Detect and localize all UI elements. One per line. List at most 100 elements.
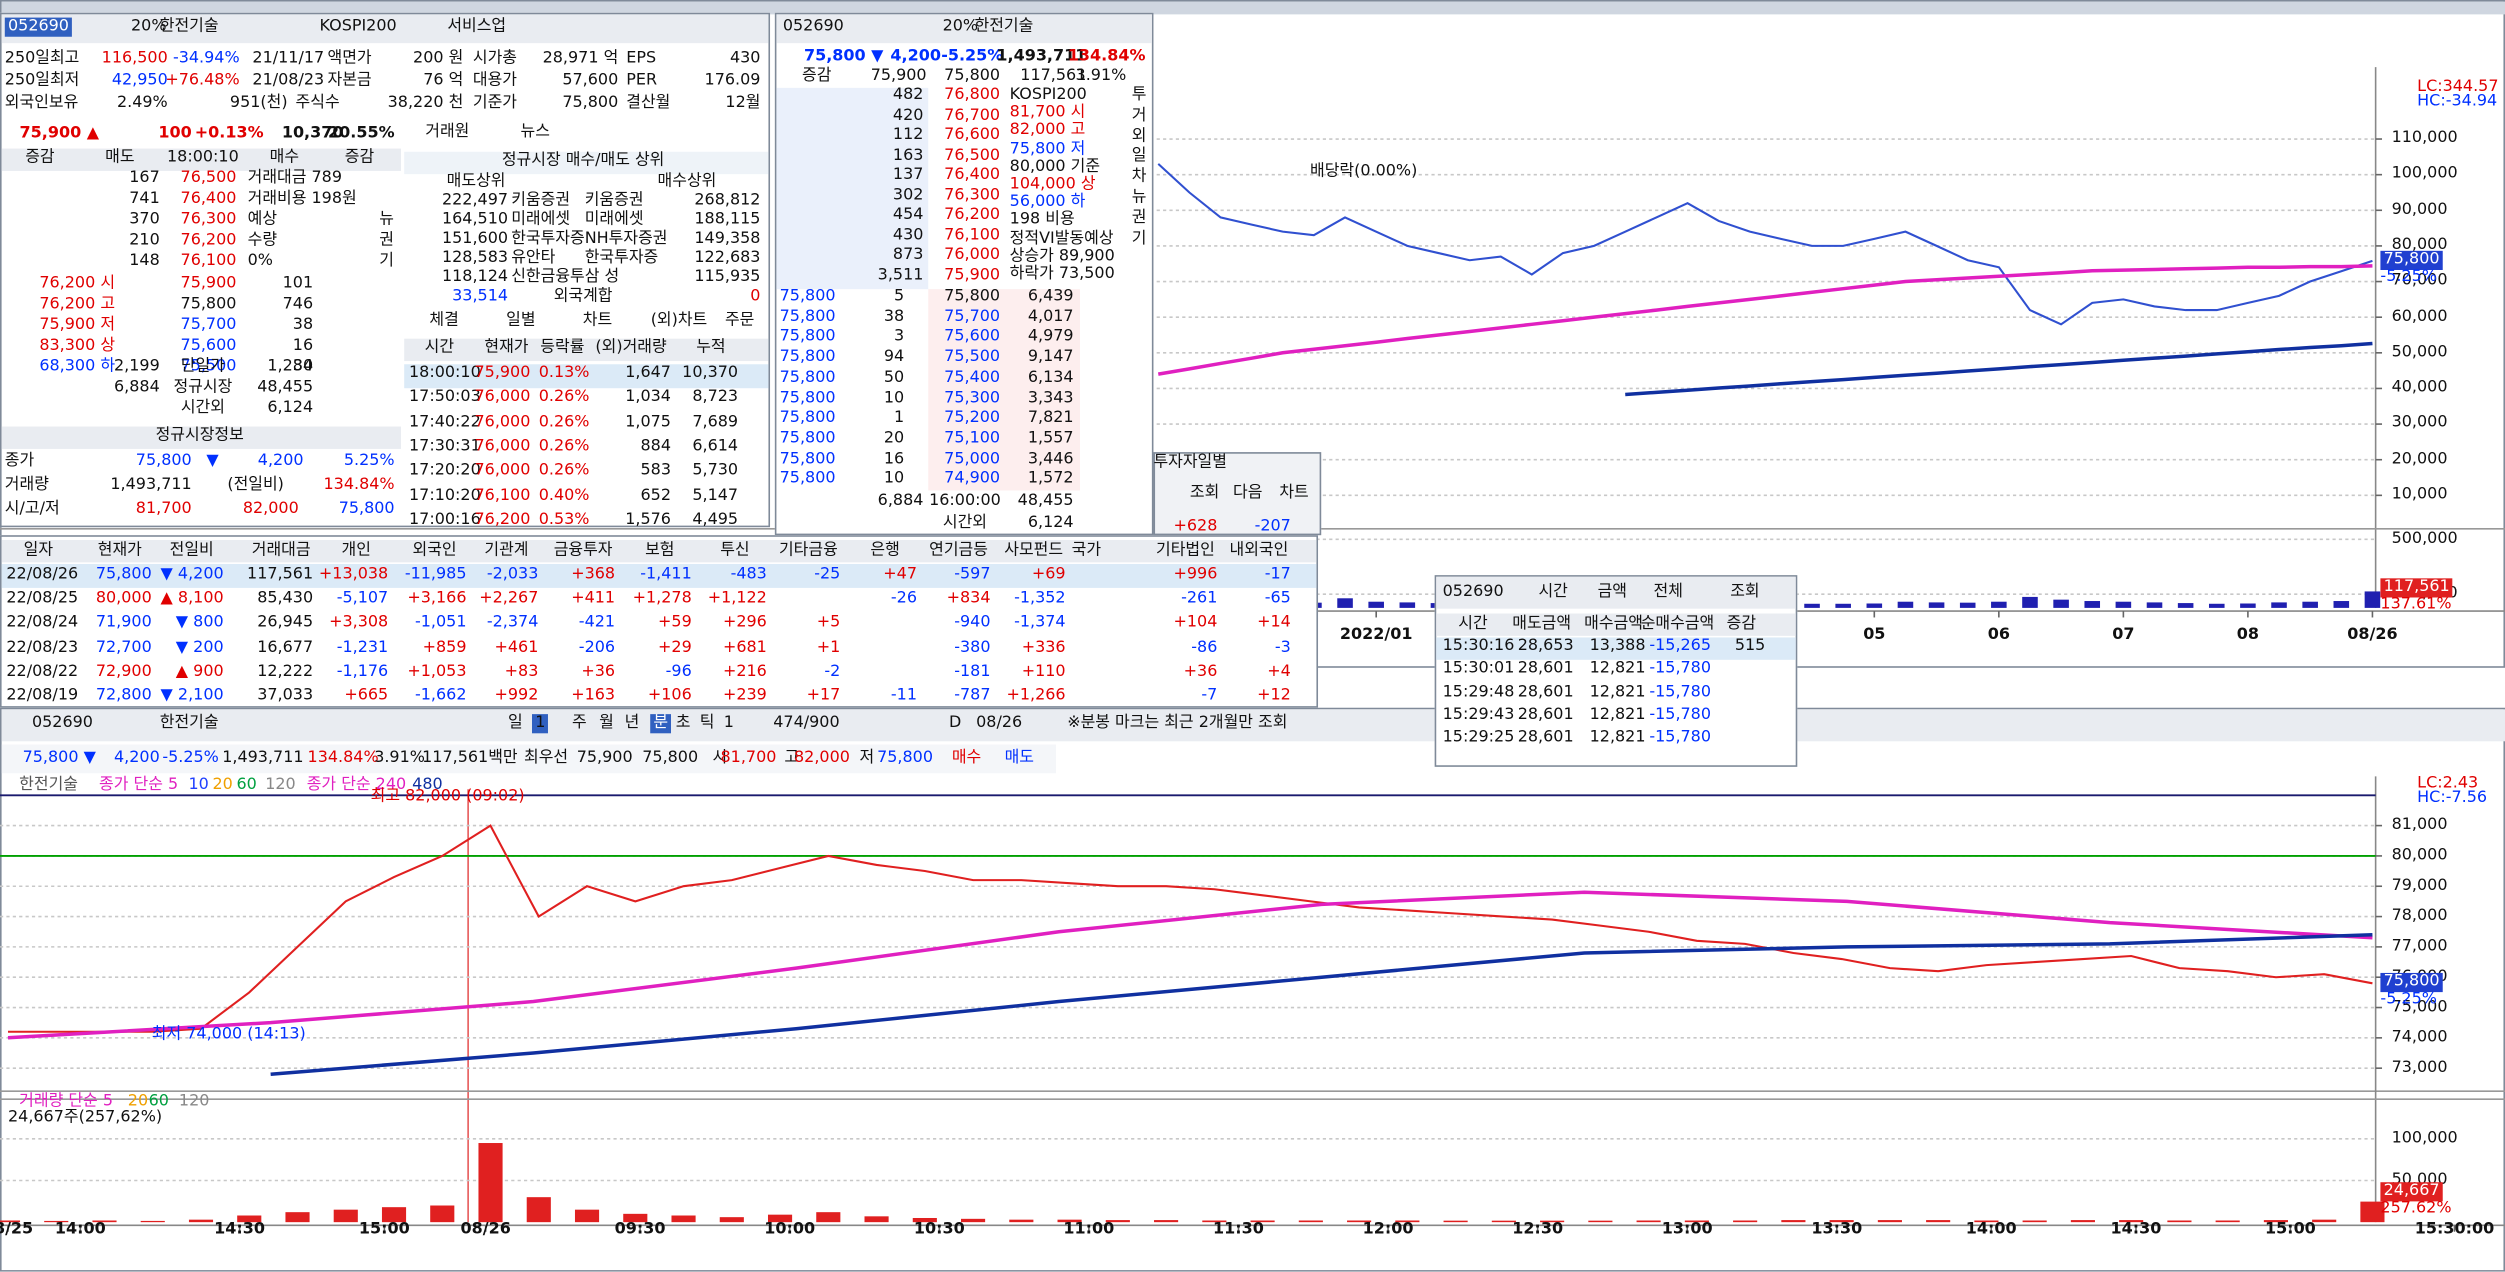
- investor-cell: ▲ 8,100: [160, 589, 224, 608]
- side-tab[interactable]: 차: [1131, 168, 1147, 186]
- side-tab[interactable]: 기: [379, 252, 394, 270]
- period-button[interactable]: 월: [599, 714, 614, 732]
- investor-cell: +368: [571, 565, 616, 584]
- period-button[interactable]: 초: [675, 714, 691, 732]
- button[interactable]: 다음: [1233, 484, 1263, 502]
- side-tab[interactable]: 투: [1131, 86, 1147, 104]
- legend-entry[interactable]: 20: [212, 776, 233, 795]
- tab[interactable]: 체결: [429, 311, 459, 330]
- trade-cell: 4,495: [692, 510, 739, 529]
- legend-entry[interactable]: 60: [236, 776, 257, 795]
- column-header: 사모펀드: [1004, 541, 1064, 560]
- legend-entry[interactable]: 120: [178, 1092, 210, 1111]
- side-tab[interactable]: 권: [379, 231, 394, 250]
- stock-name[interactable]: 한전기술: [159, 714, 219, 732]
- tab[interactable]: 차트: [582, 311, 613, 330]
- period-button[interactable]: 1: [723, 714, 734, 732]
- side-tab[interactable]: 일: [1131, 147, 1147, 166]
- legend-entry[interactable]: 20: [127, 1092, 149, 1111]
- stock-code[interactable]: 052690: [4, 17, 73, 37]
- toolbar-field[interactable]: KOSPI200: [319, 17, 397, 36]
- investor-cell: 26,945: [257, 614, 314, 632]
- side-tab[interactable]: 뉴: [379, 210, 394, 229]
- trade-cell: 17:10:20: [408, 486, 481, 505]
- toolbar-field[interactable]: 조회: [1730, 583, 1760, 601]
- toolbar-field[interactable]: 052690: [782, 17, 844, 36]
- broker-cell: 268,812: [694, 191, 761, 210]
- y-tick-label: 110,000: [2391, 129, 2458, 148]
- y-tick-label: 30,000: [2391, 414, 2448, 433]
- legend-entry[interactable]: 60: [148, 1092, 169, 1111]
- volume-bar: [864, 1216, 889, 1223]
- legend-entry[interactable]: 거래량 단순 5: [19, 1092, 114, 1111]
- side-tab[interactable]: 뉴: [1131, 188, 1147, 207]
- market-cell: 5.25%: [343, 452, 395, 470]
- tab[interactable]: 일별: [506, 311, 536, 330]
- volume-bar: [671, 1215, 696, 1223]
- side-tab[interactable]: 권: [1131, 208, 1147, 227]
- broker-cell: 키움증권: [511, 191, 571, 210]
- toolbar: [776, 14, 1152, 44]
- side-tab[interactable]: 기: [1131, 229, 1147, 247]
- quote-cell: 1,493,711: [222, 749, 304, 767]
- toolbar: [1, 14, 769, 44]
- volume-bar: [2177, 603, 2194, 608]
- column-header: 국가: [1071, 541, 1102, 560]
- quote-cell: 134.84%: [307, 749, 379, 767]
- investor-cell: -1,051: [414, 614, 467, 632]
- bid-cell: 74,900: [944, 470, 1001, 488]
- legend-entry[interactable]: 종가 단순 5: [99, 776, 179, 795]
- volume-bar: [623, 1213, 648, 1223]
- count[interactable]: 474/900: [773, 714, 840, 732]
- net-cell: 12,821: [1589, 728, 1646, 747]
- toolbar-field[interactable]: 052690: [1442, 583, 1504, 601]
- footer-cell: 6,124: [1027, 514, 1074, 533]
- volume-bar: [1540, 1220, 1565, 1223]
- date[interactable]: 08/26: [976, 714, 1023, 732]
- period-button[interactable]: 년: [624, 714, 640, 732]
- date-toggle[interactable]: D: [948, 714, 962, 732]
- toolbar-field[interactable]: 전체: [1653, 583, 1683, 601]
- toolbar-field[interactable]: 금액: [1597, 583, 1628, 601]
- ask-cell: 76,700: [944, 106, 1001, 124]
- legend-entry[interactable]: 종가 단순 240: [306, 776, 407, 795]
- legend-entry[interactable]: 한전기술: [19, 776, 78, 795]
- trade-cell: 6,614: [692, 437, 739, 456]
- side-tab[interactable]: 외: [1131, 127, 1147, 145]
- button[interactable]: 조회: [1189, 484, 1220, 502]
- toolbar-field[interactable]: 20%: [131, 17, 167, 36]
- period-button[interactable]: 틱: [699, 714, 715, 732]
- legend-entry[interactable]: 480: [412, 776, 443, 795]
- section-title: 정규시장 매수/매도 상위: [501, 151, 665, 170]
- toolbar-field[interactable]: 서비스업: [447, 17, 507, 36]
- legend-entry[interactable]: 120: [265, 776, 296, 795]
- tab[interactable]: (외)차트: [650, 311, 708, 330]
- bid-cell: 68,300 하: [39, 357, 116, 376]
- legend-entry[interactable]: 10: [188, 776, 209, 795]
- toolbar-field[interactable]: 시간: [1538, 583, 1568, 601]
- investor-cell: ▼ 4,200: [160, 565, 224, 584]
- tab[interactable]: 주문: [724, 311, 755, 330]
- stock-code[interactable]: 052690: [31, 714, 93, 732]
- toolbar-field[interactable]: 한전기술: [974, 17, 1034, 36]
- period-button[interactable]: 분: [650, 714, 672, 734]
- period-button[interactable]: 1: [532, 714, 549, 734]
- tab[interactable]: 투자자일별: [1153, 453, 1227, 472]
- investor-cell: -7: [1201, 686, 1218, 705]
- period-button[interactable]: 주: [571, 714, 587, 732]
- tab[interactable]: 뉴스: [520, 123, 550, 141]
- volume-bar: [1928, 602, 1945, 608]
- toolbar-field[interactable]: 한전기술: [159, 17, 219, 36]
- button[interactable]: 차트: [1279, 484, 1309, 502]
- toolbar-field[interactable]: 20%: [942, 17, 979, 36]
- quote-cell: 75,900: [576, 749, 633, 767]
- investor-cell: +163: [571, 686, 616, 705]
- investor-cell: 117,561: [247, 565, 314, 584]
- side-tab[interactable]: 거: [1131, 106, 1147, 125]
- period-button[interactable]: 일: [508, 714, 523, 732]
- investor-cell: -25: [814, 565, 841, 584]
- price-cell: 20.55%: [328, 124, 395, 143]
- tab[interactable]: 거래원: [425, 123, 470, 141]
- bid-cell: 75,800: [779, 429, 836, 448]
